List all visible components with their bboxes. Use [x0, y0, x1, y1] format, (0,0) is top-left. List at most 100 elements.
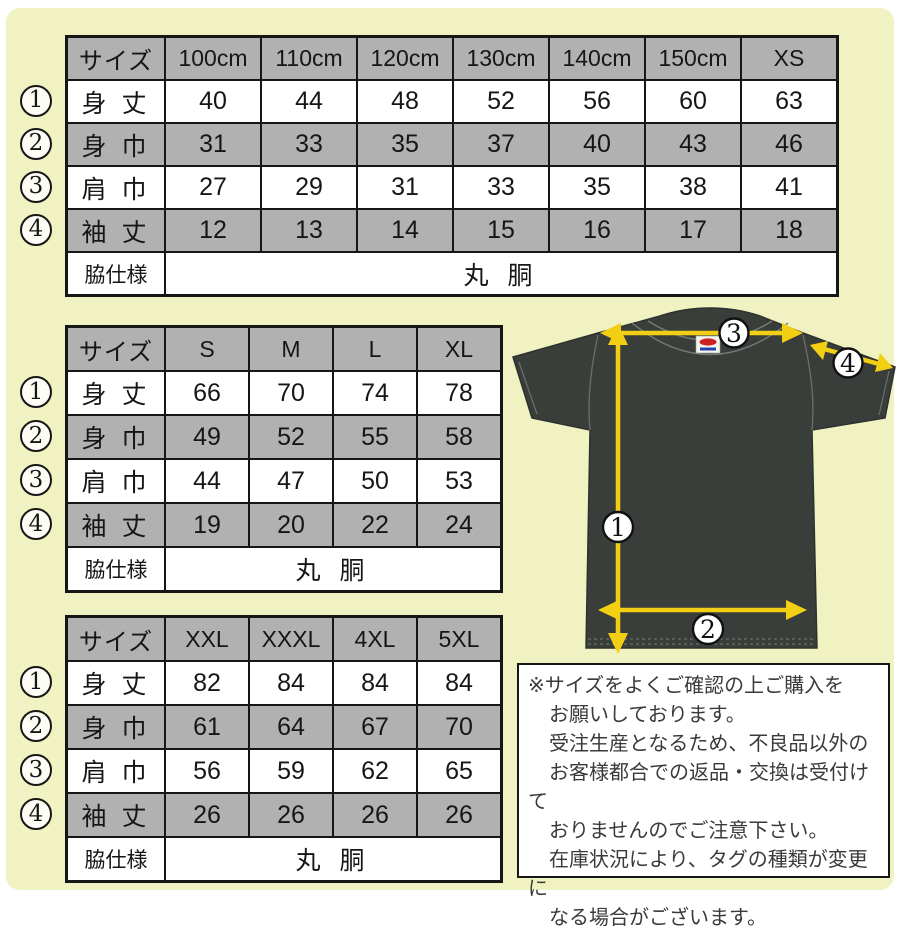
value-cell: 18	[740, 208, 839, 253]
value-cell: 24	[416, 502, 503, 548]
note-line: おりませんのでご注意下さい。	[549, 820, 829, 842]
header-cell: 120cm	[356, 35, 454, 81]
measure-table: サイズ S M L XL 身 丈 66 70 74 78 身 巾 49 52 55 58 肩 巾 44 47 50 5…	[65, 325, 503, 593]
table-row: 身 丈 82 84 84 84	[65, 660, 503, 706]
value-cell: 20	[248, 502, 334, 548]
value-cell: 50	[332, 458, 418, 504]
measure-table: サイズ XXL XXXL 4XL 5XL 身 丈 82 84 84 84 身 巾 61 64 67 70 肩 …	[65, 615, 503, 883]
header-cell: S	[164, 325, 250, 372]
value-cell: 33	[452, 165, 550, 210]
value-cell: 22	[332, 502, 418, 548]
value-cell: 74	[332, 370, 418, 416]
header-cell: 5XL	[416, 615, 503, 662]
row-number-badge: 1	[20, 666, 52, 698]
left-sleeve-seam	[588, 334, 599, 431]
table-row: 身 巾 61 64 67 70	[65, 704, 503, 750]
tshirt-measure-diagram: 1 2 3 4	[512, 307, 896, 654]
table-row: 身 丈 40 44 48 52 56 60 63	[65, 79, 839, 124]
value-cell: 31	[356, 165, 454, 210]
note-line: 在庫状況により、タグの種類が変更に	[528, 849, 868, 900]
value-cell: 13	[260, 208, 358, 253]
table-row: 肩 巾 27 29 31 33 35 38 41	[65, 165, 839, 210]
header-cell: 130cm	[452, 35, 550, 81]
value-cell: 38	[644, 165, 742, 210]
row-label: 肩 巾	[65, 165, 166, 210]
marker-digit-1: 1	[610, 513, 626, 542]
value-cell: 26	[416, 792, 503, 838]
value-cell: 37	[452, 122, 550, 167]
value-cell: 63	[740, 79, 839, 124]
row-number-badge: 3	[20, 464, 52, 496]
value-cell: 43	[644, 122, 742, 167]
row-label: 袖 丈	[65, 502, 166, 548]
value-cell: 56	[548, 79, 646, 124]
header-cell: XXXL	[248, 615, 334, 662]
value-cell: 56	[164, 748, 250, 794]
table-footer-row: 脇仕様丸 胴	[65, 836, 503, 883]
value-cell: 29	[260, 165, 358, 210]
value-cell: 40	[164, 79, 262, 124]
value-cell: 49	[164, 414, 250, 460]
value-cell: 82	[164, 660, 250, 706]
value-cell: 31	[164, 122, 262, 167]
arrowhead-upleft-icon	[810, 341, 828, 360]
value-cell: 41	[740, 165, 839, 210]
header-size-label: サイズ	[65, 35, 166, 81]
value-cell: 53	[416, 458, 503, 504]
footer-merged-value: 丸 胴	[164, 836, 503, 883]
value-cell: 16	[548, 208, 646, 253]
value-cell: 44	[164, 458, 250, 504]
footer-merged-value: 丸 胴	[164, 251, 839, 297]
row-number-badge: 3	[20, 170, 52, 203]
table-row: 袖 丈 26 26 26 26	[65, 792, 503, 838]
note-line: お客様都合での返品・交換は受付けて	[528, 762, 869, 813]
note-line: 受注生産となるため、不良品以外の	[549, 733, 869, 755]
header-cell: XL	[416, 325, 503, 372]
table-row: 袖 丈 12 13 14 15 16 17 18	[65, 208, 839, 253]
table-footer-row: 脇仕様丸 胴	[65, 546, 503, 593]
value-cell: 60	[644, 79, 742, 124]
footer-label: 脇仕様	[65, 546, 166, 593]
header-cell: XXL	[164, 615, 250, 662]
value-cell: 14	[356, 208, 454, 253]
row-label: 袖 丈	[65, 208, 166, 253]
arrowhead-right-icon	[782, 323, 803, 343]
table-row: 身 巾 49 52 55 58	[65, 414, 503, 460]
arrowhead-down-icon	[608, 633, 628, 654]
value-cell: 26	[248, 792, 334, 838]
size-table-adult: 1 2 3 4 サイズ S M L XL 身 丈 66 70 74 78 身 巾 49 52 55 58 肩 巾 44 4…	[20, 325, 503, 593]
value-cell: 58	[416, 414, 503, 460]
right-sleeve-hem-stitch	[878, 370, 890, 416]
value-cell: 52	[248, 414, 334, 460]
marker-digit-2: 2	[700, 615, 716, 644]
neck-tag	[695, 335, 721, 354]
value-cell: 33	[260, 122, 358, 167]
marker-circle-3	[718, 317, 750, 349]
tshirt-silhouette	[512, 307, 896, 649]
value-cell: 55	[332, 414, 418, 460]
arrowhead-left-icon	[600, 323, 621, 343]
header-cell: 140cm	[548, 35, 646, 81]
marker-digit-3: 3	[726, 319, 742, 348]
value-cell: 84	[248, 660, 334, 706]
row-number-badge: 2	[20, 710, 52, 742]
value-cell: 35	[548, 165, 646, 210]
header-cell: 100cm	[164, 35, 262, 81]
note-line: お願いしております。	[549, 704, 746, 726]
value-cell: 62	[332, 748, 418, 794]
row-number-badge: 2	[20, 420, 52, 452]
value-cell: 66	[164, 370, 250, 416]
value-cell: 17	[644, 208, 742, 253]
value-cell: 47	[248, 458, 334, 504]
table-row: 身 巾 31 33 35 37 40 43 46	[65, 122, 839, 167]
left-sleeve-hem-stitch	[518, 361, 538, 415]
value-cell: 46	[740, 122, 839, 167]
value-cell: 84	[416, 660, 503, 706]
header-cell: M	[248, 325, 334, 372]
note-line: ※サイズをよくご確認の上ご購入を	[528, 675, 845, 697]
shirt-markers: 1 2 3 4	[601, 317, 864, 646]
marker-circle-4	[832, 347, 864, 379]
header-size-label: サイズ	[65, 615, 166, 662]
value-cell: 70	[248, 370, 334, 416]
value-cell: 59	[248, 748, 334, 794]
